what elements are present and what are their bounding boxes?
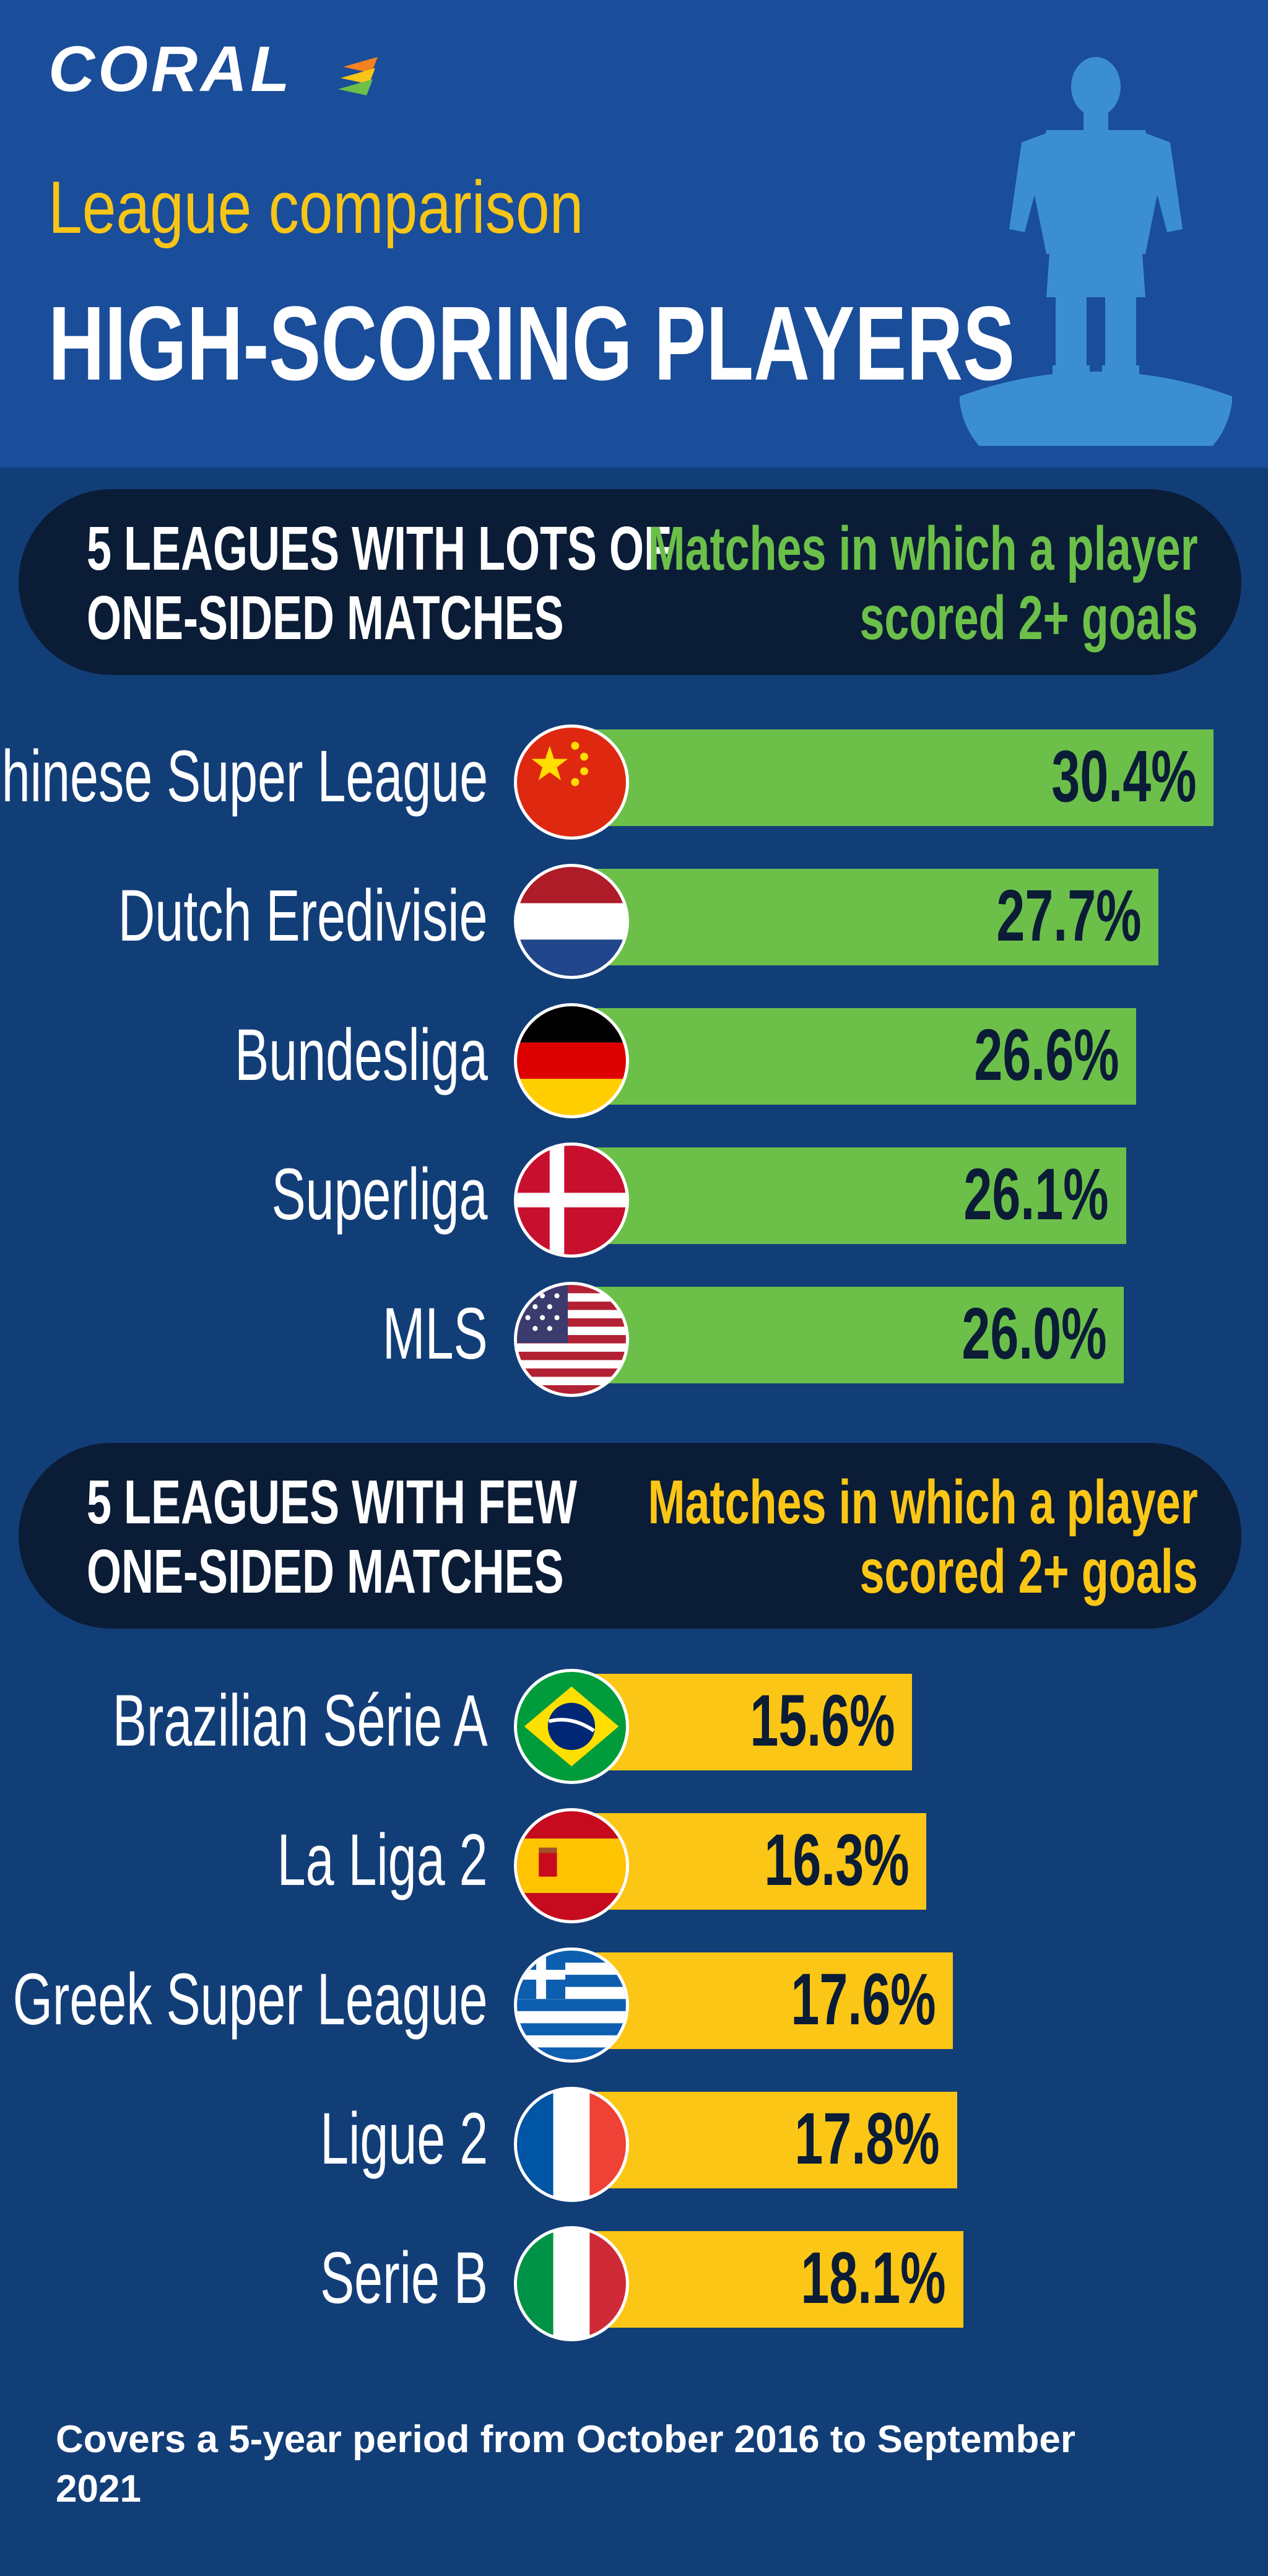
bar-category-label: Serie B [320,2237,488,2319]
section-heading: 5 LEAGUES WITH LOTS OF ONE-SIDED MATCHES [87,514,671,653]
bar-category-label: MLS [383,1293,488,1375]
spain-flag-icon [514,1808,629,1923]
header: CORAL League comparison HIGH-SCORING PLA… [0,0,1268,468]
bar-value-label: 15.6% [750,1680,895,1762]
coral-flag-icon [338,57,378,95]
metric-heading-line2: scored 2+ goals [859,583,1198,653]
bar-row: Chinese Super League 30.4% [0,724,1268,840]
bar [594,1952,953,2049]
bar-value-label: 26.1% [963,1154,1109,1235]
bar-value-label: 26.0% [962,1293,1107,1375]
section-heading-line2: ONE-SIDED MATCHES [87,583,564,653]
netherlands-flag-icon [514,864,629,979]
italy-flag-icon [514,2226,629,2341]
section-heading-line1: 5 LEAGUES WITH FEW [87,1468,578,1537]
bar-row: Superliga 26.1% [0,1142,1268,1258]
bar-value-label: 16.3% [764,1819,910,1901]
metric-heading: Matches in which a player scored 2+ goal… [648,1468,1198,1606]
section-heading-line2: ONE-SIDED MATCHES [87,1537,564,1606]
greece-flag-icon [514,1947,629,2063]
bar-category-label: Brazilian Série A [112,1680,488,1762]
footnote: Covers a 5-year period from October 2016… [56,2418,1076,2510]
page-subtitle: League comparison [48,166,584,249]
china-flag-icon [514,724,629,840]
bar [594,2092,957,2188]
section-banner-lots: 5 LEAGUES WITH LOTS OF ONE-SIDED MATCHES… [19,489,1241,675]
section-banner-few: 5 LEAGUES WITH FEW ONE-SIDED MATCHES Mat… [19,1443,1241,1629]
metric-heading-line1: Matches in which a player [648,514,1198,583]
page-title: HIGH-SCORING PLAYERS [48,285,1015,402]
brazil-flag-icon [514,1669,629,1784]
bar-value-label: 27.7% [996,875,1142,957]
bar-row: Bundesliga 26.6% [0,1003,1268,1118]
france-flag-icon [514,2087,629,2202]
metric-heading-line2: scored 2+ goals [859,1537,1198,1606]
bar [594,1813,927,1910]
bar-category-label: La Liga 2 [277,1819,488,1901]
bar [594,729,1214,826]
bar-category-label: Greek Super League [13,1959,488,2040]
bar-value-label: 17.8% [794,2098,940,2180]
bar-row: La Liga 2 16.3% [0,1808,1268,1923]
denmark-flag-icon [514,1142,629,1258]
bar-value-label: 26.6% [974,1014,1119,1096]
bar-row: Dutch Eredivisie 27.7% [0,864,1268,979]
bar-category-label: Ligue 2 [320,2098,488,2180]
metric-heading: Matches in which a player scored 2+ goal… [648,514,1198,653]
bar-category-label: Superliga [272,1154,488,1235]
bar [594,869,1159,965]
section-heading: 5 LEAGUES WITH FEW ONE-SIDED MATCHES [87,1468,577,1606]
section-heading-line1: 5 LEAGUES WITH LOTS OF [87,514,672,583]
bar-category-label: Chinese Super League [0,736,488,817]
bar [594,2231,963,2328]
bar-value-label: 18.1% [801,2237,946,2319]
metric-heading-line1: Matches in which a player [648,1468,1198,1537]
brand-logo: CORAL [48,33,293,105]
bar-row: Greek Super League 17.6% [0,1947,1268,2063]
bar [594,1008,1137,1105]
bar-category-label: Dutch Eredivisie [118,875,488,957]
bar [594,1287,1124,1383]
footballer-figure-icon [960,57,1232,446]
bar-row: Serie B 18.1% [0,2226,1268,2341]
bar [594,1147,1126,1244]
usa-flag-icon [514,1282,629,1397]
bar-value-label: 30.4% [1051,736,1197,817]
bar [594,1674,913,1770]
bar-value-label: 17.6% [790,1959,936,2040]
bar-row: MLS 26.0% [0,1282,1268,1397]
bar-row: Ligue 2 17.8% [0,2087,1268,2202]
germany-flag-icon [514,1003,629,1118]
bar-row: Brazilian Série A 15.6% [0,1669,1268,1784]
bar-category-label: Bundesliga [235,1014,488,1096]
